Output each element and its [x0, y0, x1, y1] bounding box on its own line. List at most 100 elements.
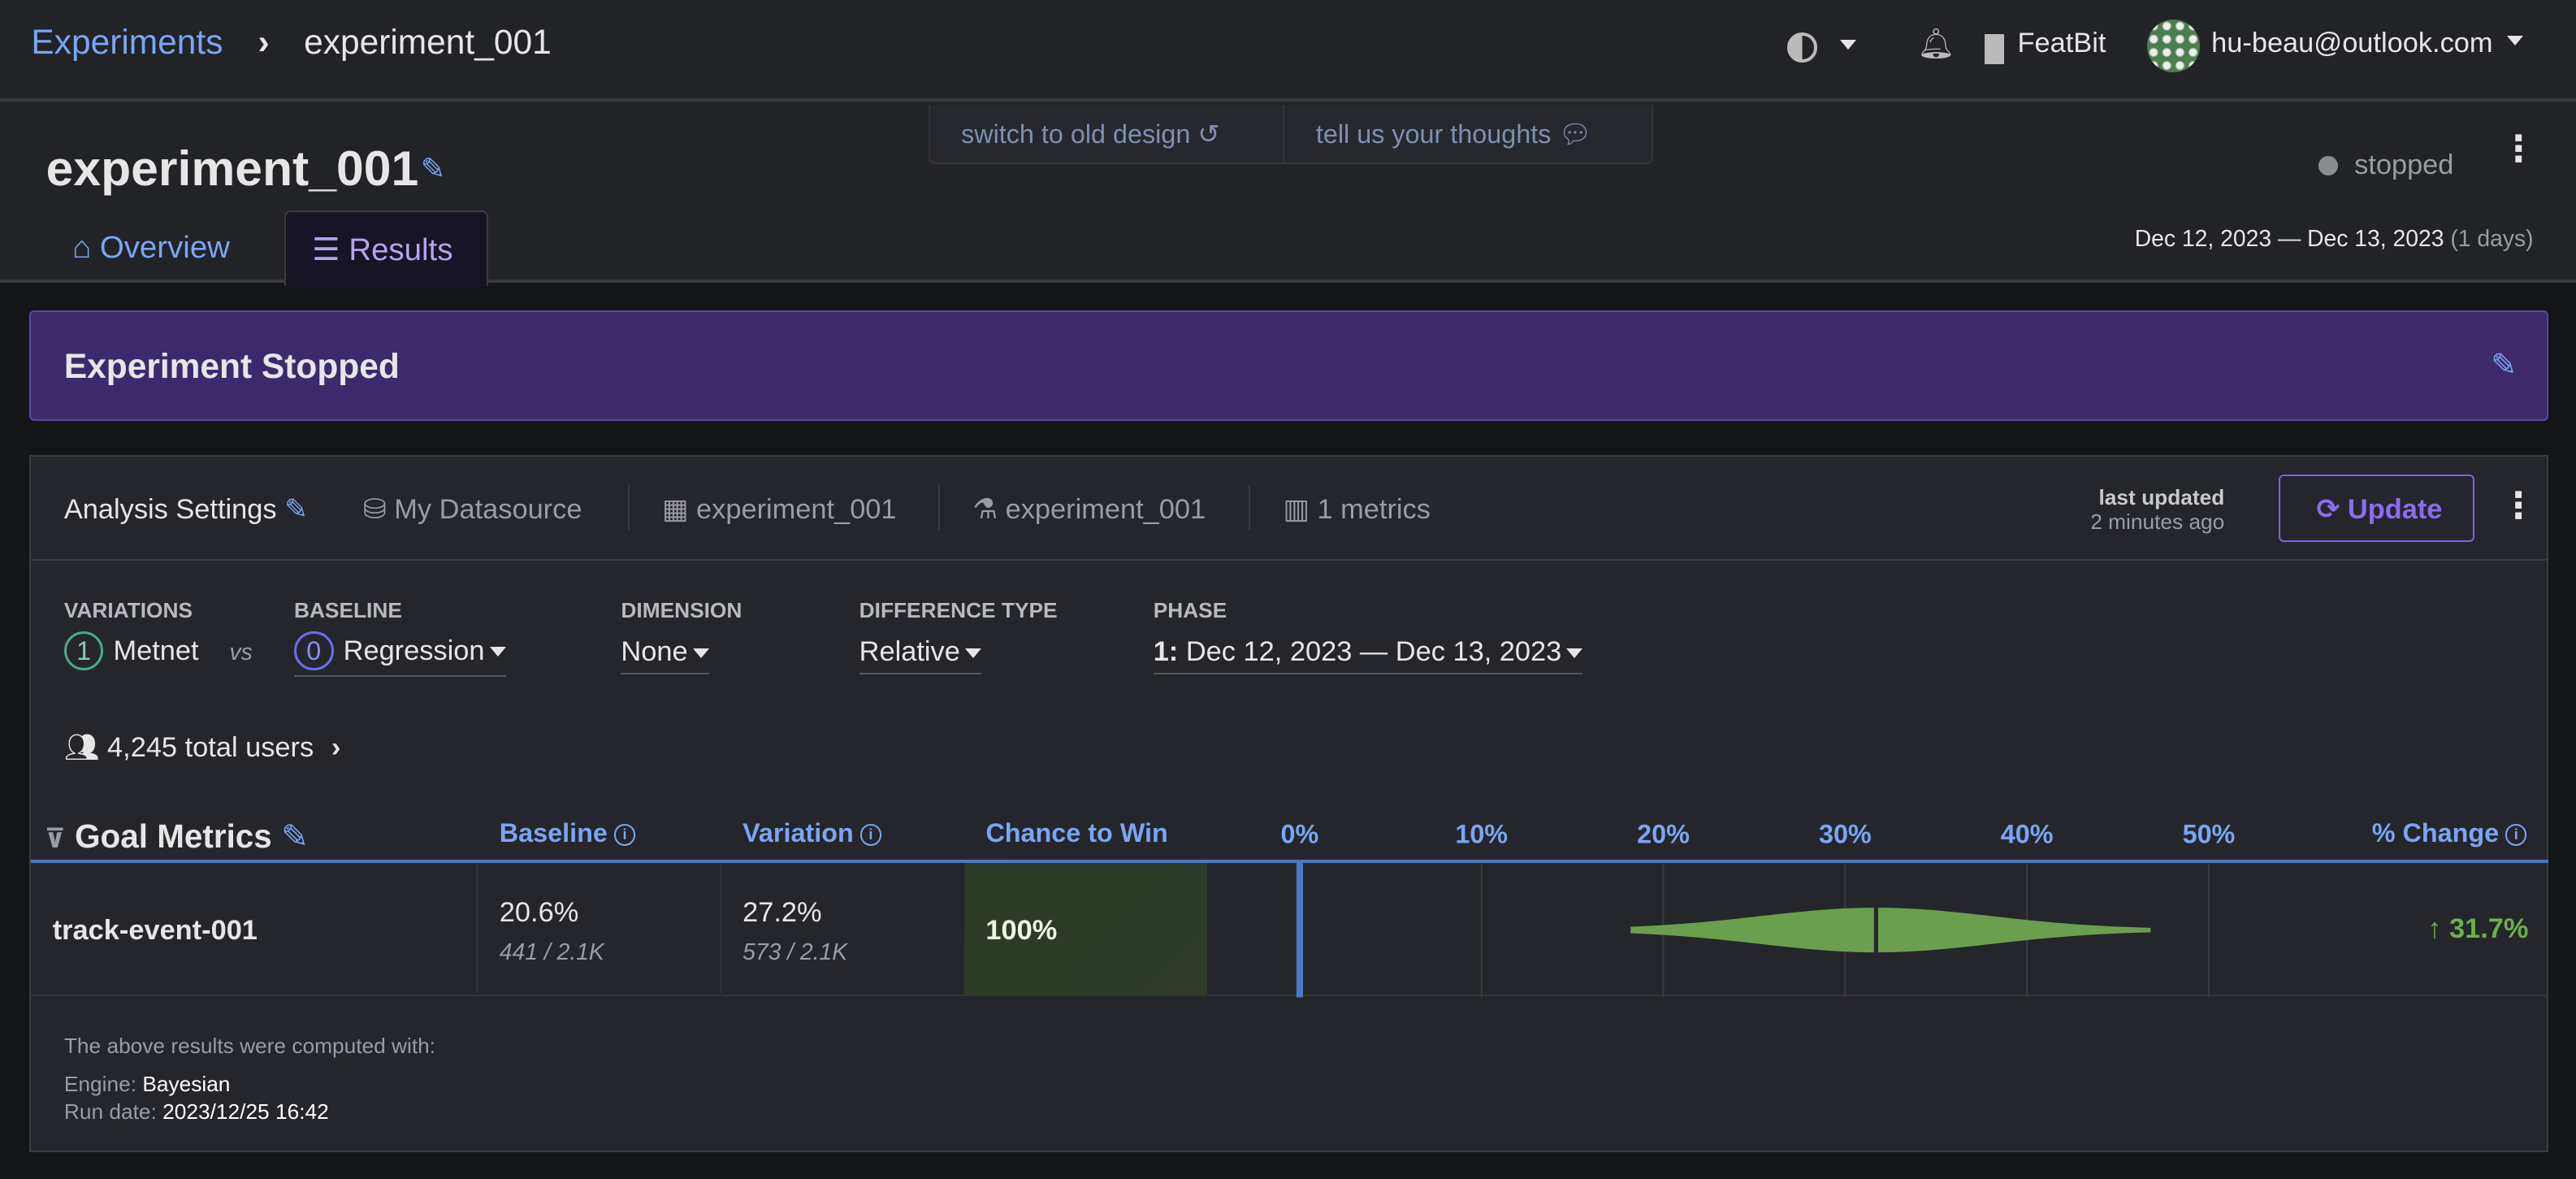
filter-off-icon[interactable]: ⊽ — [44, 824, 66, 854]
datasource-label: My Datasource — [394, 493, 582, 525]
dimension-label: Dimension — [621, 598, 742, 623]
goal-metrics-heading: ⊽ Goal Metrics ✎ — [45, 817, 309, 856]
engine-line: Engine: Bayesian — [64, 1070, 435, 1098]
tick-label: 0% — [1281, 819, 1319, 848]
org-name[interactable]: FeatBit — [2017, 28, 2106, 59]
results-bars-icon: ☰ — [312, 232, 340, 268]
tick-label: 30% — [1819, 819, 1872, 848]
switch-old-design-label: switch to old design — [961, 119, 1191, 149]
tab-overview-label: Overview — [99, 230, 230, 266]
breadcrumb-current: experiment_001 — [304, 23, 552, 62]
bell-icon[interactable]: 🔔︎ — [1917, 27, 1955, 61]
difference-type-value: Relative — [859, 635, 960, 667]
user-dropdown-caret-icon[interactable] — [2507, 36, 2524, 46]
refresh-icon: ⟳ — [2316, 493, 2340, 525]
caret-down-icon — [964, 648, 981, 658]
baseline-counts: 441 / 2.1K — [499, 938, 604, 964]
header-variation-label: Variation — [742, 818, 854, 848]
goal-metrics-title: Goal Metrics — [75, 817, 272, 856]
engine-label: Engine: — [63, 1071, 136, 1096]
dimension-value: None — [621, 635, 688, 667]
difference-type-label: Difference Type — [859, 598, 1058, 623]
edit-pencil-icon[interactable]: ✎ — [2491, 347, 2518, 383]
status-badge: stopped — [2354, 150, 2454, 181]
chevron-right-icon: › — [331, 731, 341, 763]
caret-down-icon — [692, 648, 709, 658]
feedback-label: tell us your thoughts — [1315, 119, 1552, 149]
variations-label: Variations — [63, 598, 193, 623]
phase-label: Phase — [1153, 598, 1227, 623]
difference-type-dropdown[interactable]: Relative — [859, 636, 981, 674]
phase-value: Dec 12, 2023 — Dec 13, 2023 — [1185, 635, 1562, 667]
edit-metrics-icon[interactable]: ✎ — [281, 817, 309, 856]
divider — [1283, 105, 1285, 165]
experiment-source: ⚗ experiment_001 — [972, 493, 1206, 526]
chance-to-win-cell: 100% — [964, 862, 1208, 996]
last-updated-value: 2 minutes ago — [2090, 509, 2225, 534]
edit-icon: ✎ — [284, 493, 308, 525]
tab-results[interactable]: ☰ Results — [284, 210, 488, 286]
tab-results-label: Results — [349, 232, 453, 268]
phase-dropdown[interactable]: 1: Dec 12, 2023 — Dec 13, 2023 — [1153, 635, 1583, 674]
feedback-link[interactable]: tell us your thoughts 💬︎ — [1316, 119, 1592, 150]
switch-old-design-link[interactable]: switch to old design ↺ — [961, 119, 1219, 150]
datasource: ⛁ My Datasource — [363, 493, 582, 526]
bar-chart-icon: ▥ — [1283, 493, 1310, 525]
dimension-dropdown[interactable]: None — [621, 635, 709, 674]
building-icon — [1985, 34, 2005, 64]
vs-label: vs — [229, 638, 253, 665]
divider — [937, 484, 940, 531]
percent-change-value: 31.7% — [2449, 913, 2529, 945]
theme-toggle-icon[interactable] — [1787, 33, 1817, 63]
metric-name[interactable]: track-event-001 — [52, 915, 258, 947]
computation-footer: The above results were computed with: En… — [64, 1032, 435, 1125]
header-baseline: Baseline i — [500, 818, 636, 848]
total-users-link[interactable]: 👥︎ 4,245 total users › — [64, 731, 341, 764]
header-divider — [31, 859, 2548, 863]
page-title: experiment_001 — [45, 140, 419, 196]
table-icon: ▦ — [661, 493, 689, 525]
violin-chart: 0% 10% 20% 30% 40% 50% — [1281, 819, 2236, 998]
home-icon: ⌂ — [71, 230, 92, 266]
table-source: ▦ experiment_001 — [662, 493, 897, 526]
top-nav: Experiments › experiment_001 🔔︎ FeatBit … — [0, 0, 2576, 102]
breadcrumb-chevron-icon: › — [258, 23, 270, 62]
avatar[interactable] — [2147, 20, 2200, 72]
edit-title-icon[interactable]: ✎ — [420, 152, 446, 186]
date-range-text: Dec 12, 2023 — Dec 13, 2023 — [2134, 225, 2444, 252]
results-card: Analysis Settings ✎ ⛁ My Datasource ▦ ex… — [29, 455, 2548, 1152]
tick-label: 10% — [1456, 819, 1509, 848]
baseline-name: Regression — [343, 635, 485, 666]
divider — [1248, 484, 1250, 531]
update-button[interactable]: ⟳ Update — [2279, 475, 2474, 543]
info-icon[interactable]: i — [859, 824, 882, 846]
theme-dropdown-caret-icon[interactable] — [1840, 39, 1857, 50]
analysis-settings-label: Analysis Settings — [63, 493, 277, 525]
tab-overview[interactable]: ⌂ Overview — [50, 210, 283, 283]
database-icon: ⛁ — [362, 493, 387, 525]
table-source-label: experiment_001 — [696, 493, 897, 525]
total-users-label: 4,245 total users — [107, 731, 314, 763]
percent-change: ↑ 31.7% — [2427, 913, 2528, 945]
tick-label: 20% — [1638, 819, 1691, 848]
tick-label: 50% — [2183, 819, 2236, 848]
date-range: Dec 12, 2023 — Dec 13, 2023 (1 days) — [2135, 225, 2534, 252]
arrow-up-icon: ↑ — [2427, 913, 2442, 945]
baseline-label: Baseline — [293, 598, 402, 623]
user-email[interactable]: hu-beau@outlook.com — [2211, 28, 2493, 59]
caret-down-icon — [1566, 648, 1583, 658]
date-range-days: (1 days) — [2450, 225, 2534, 252]
analysis-settings-link[interactable]: Analysis Settings ✎ — [64, 493, 308, 526]
info-icon[interactable]: i — [2505, 824, 2527, 846]
info-icon[interactable]: i — [613, 824, 636, 846]
card-more-options-icon[interactable]: ⋮ — [2500, 485, 2537, 526]
footer-intro: The above results were computed with: — [63, 1034, 436, 1059]
caret-down-icon — [489, 647, 506, 657]
baseline-dropdown[interactable]: 0 Regression — [293, 631, 506, 678]
more-options-icon[interactable]: ⋮ — [2500, 128, 2537, 169]
variation-value: 1 Metnet vs — [63, 631, 253, 671]
breadcrumb-experiments[interactable]: Experiments — [31, 23, 223, 62]
undo-icon: ↺ — [1197, 119, 1220, 149]
variation-counts: 573 / 2.1K — [742, 938, 848, 964]
